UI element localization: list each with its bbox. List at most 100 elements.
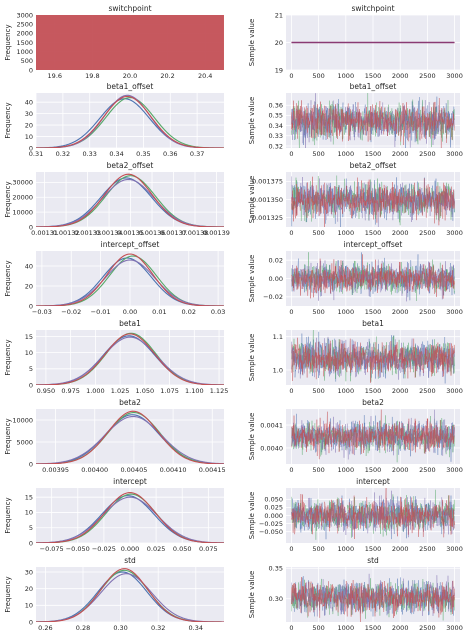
std-hist-xtick-label: 0.28	[76, 624, 90, 632]
switchpoint-hist-xtick-label: 20.2	[160, 72, 174, 80]
switchpoint-hist-ylabel: Frequency	[4, 24, 12, 60]
switchpoint-hist-ytick-label: 2000	[16, 30, 33, 38]
intercept-offset-hist-ylabel: Frequency	[4, 260, 12, 296]
intercept-hist-panel: −0.075 −0.050 −0.025 0.000 0.025 0.050 0.075 0 5…	[4, 477, 224, 553]
intercept-trace-title: intercept	[356, 477, 390, 486]
intercept-trace-xtick-label: 2500	[419, 545, 436, 553]
switchpoint-trace-ytick-label: 19	[275, 66, 283, 74]
beta1-offset-hist-xtick-label: 0.34	[109, 150, 123, 158]
beta2-offset-hist-ytick-label: 30000	[12, 179, 33, 187]
intercept-offset-trace-ytick-label: 0.02	[269, 256, 283, 264]
beta1-offset-trace-xtick-label: 2500	[419, 150, 436, 158]
intercept-trace-ytick-label: 0.025	[264, 504, 283, 512]
intercept-offset-hist-xtick-label: 0.00	[123, 308, 137, 316]
beta2-offset-hist-xtick-label: 0.00134	[96, 229, 123, 237]
switchpoint-trace-ylabel: Sample value	[248, 19, 256, 67]
beta2-offset-hist-curve-0	[36, 173, 224, 227]
beta2-trace-panel: 0 500 1000 1500 2000 2500 3000 0.0040 0.0041 beta…	[248, 398, 463, 474]
beta1-offset-trace-xtick-label: 1500	[365, 150, 382, 158]
beta1-trace-xtick-label: 0	[289, 387, 293, 395]
std-hist-curve-0	[36, 568, 224, 622]
beta2-offset-hist-ytick-label: 0	[29, 223, 33, 231]
beta1-hist-curve-3	[36, 336, 224, 385]
intercept-trace-ytick-label: −0.050	[259, 528, 283, 536]
intercept-trace-ylabel: Sample value	[248, 492, 256, 540]
beta2-offset-trace-xtick-label: 2000	[392, 229, 409, 237]
intercept-hist-xtick-label: −0.075	[40, 545, 64, 553]
beta2-offset-trace-ytick-label: 0.001375	[252, 178, 283, 186]
std-hist-ylabel: Frequency	[4, 576, 12, 612]
beta1-offset-hist-ytick-label: 30	[25, 110, 33, 118]
beta1-trace-xtick-label: 2000	[392, 387, 409, 395]
std-trace-xtick-label: 2500	[419, 624, 436, 632]
beta1-offset-trace-ylabel: Sample value	[248, 97, 256, 145]
beta2-hist-xtick-label: 0.00405	[120, 466, 147, 474]
std-hist-ytick-label: 0	[29, 618, 33, 626]
beta2-offset-trace-chain-0	[291, 176, 455, 227]
beta1-trace-ylabel: Sample value	[248, 334, 256, 382]
beta1-offset-trace-xtick-label: 0	[289, 150, 293, 158]
intercept-offset-trace-xtick-label: 2000	[392, 308, 409, 316]
intercept-hist-xtick-label: −0.025	[92, 545, 116, 553]
std-trace-ylabel: Sample value	[248, 571, 256, 619]
intercept-offset-trace-xtick-label: 2500	[419, 308, 436, 316]
beta2-offset-hist-xtick-label: 0.00132	[53, 229, 80, 237]
beta1-trace-panel: 0 500 1000 1500 2000 2500 3000 1.0 1.1 beta1 Sampl…	[248, 319, 463, 395]
beta1-offset-hist-ytick-label: 40	[25, 98, 33, 106]
beta1-hist-ylabel: Frequency	[4, 339, 12, 375]
std-trace-xtick-label: 1000	[338, 624, 355, 632]
beta1-trace-xtick-label: 3000	[446, 387, 463, 395]
beta1-hist-ytick-label: 5	[29, 365, 33, 373]
beta1-offset-trace-xtick-label: 3000	[446, 150, 463, 158]
intercept-trace-xtick-label: 1500	[365, 545, 382, 553]
intercept-hist-ytick-label: 5	[29, 524, 33, 532]
std-hist-xtick-label: 0.26	[38, 624, 52, 632]
beta1-offset-hist-plot-area	[36, 93, 224, 148]
beta1-offset-trace-panel: 0 500 1000 1500 2000 2500 3000 0.32 0.33 0.34 0.35…	[248, 82, 463, 158]
beta2-trace-xtick-label: 1000	[338, 466, 355, 474]
switchpoint-hist-xtick-label: 19.6	[48, 72, 62, 80]
beta1-offset-hist-ytick-label: 20	[25, 121, 33, 129]
intercept-hist-ytick-label: 15	[25, 493, 33, 501]
intercept-offset-hist-ytick-label: 20	[25, 282, 33, 290]
intercept-trace-xtick-label: 500	[312, 545, 324, 553]
std-hist-ytick-label: 20	[25, 585, 33, 593]
switchpoint-trace-xtick-label: 3000	[446, 72, 463, 80]
beta2-offset-hist-title: beta2_offset	[107, 161, 154, 170]
intercept-hist-xtick-label: 0.000	[121, 545, 140, 553]
beta1-hist-xtick-label: 1.075	[160, 387, 179, 395]
beta2-hist-panel: 0.00395 0.00400 0.00405 0.00410 0.00415 0 5000…	[4, 398, 226, 474]
intercept-hist-ytick-label: 10	[25, 509, 33, 517]
beta1-offset-hist-xtick-label: 0.35	[136, 150, 150, 158]
intercept-offset-trace-ylabel: Sample value	[248, 255, 256, 303]
beta2-offset-hist-xtick-label: 0.00135	[117, 229, 144, 237]
intercept-trace-panel: 0 500 1000 1500 2000 2500 3000 −0.050−0.0250.00…	[248, 477, 463, 553]
switchpoint-hist-xtick-label: 20.0	[123, 72, 137, 80]
std-trace-xtick-label: 500	[312, 624, 324, 632]
intercept-trace-chain-0	[291, 488, 455, 540]
beta1-hist-ytick-label: 15	[25, 333, 33, 341]
beta1-offset-trace-xtick-label: 2000	[392, 150, 409, 158]
switchpoint-trace-xtick-label: 500	[312, 72, 324, 80]
beta1-trace-xtick-label: 500	[312, 387, 324, 395]
switchpoint-trace-xtick-label: 2000	[392, 72, 409, 80]
beta2-trace-xtick-label: 2500	[419, 466, 436, 474]
beta2-trace-xtick-label: 2000	[392, 466, 409, 474]
intercept-offset-hist-panel: −0.03 −0.02 −0.01 0.00 0.01 0.02 0.03 0 20 40 inte…	[4, 240, 225, 316]
intercept-trace-xtick-label: 1000	[338, 545, 355, 553]
beta1-trace-xtick-label: 1500	[365, 387, 382, 395]
beta2-hist-title: beta2	[119, 398, 141, 407]
beta1-offset-hist-panel: 0.31 0.32 0.33 0.34 0.35 0.36 0.37 0 10 20 30 40 bet…	[4, 82, 224, 158]
intercept-hist-xtick-label: −0.050	[66, 545, 90, 553]
switchpoint-hist-ytick-label: 2500	[16, 20, 33, 28]
intercept-offset-hist-ytick-label: 40	[25, 262, 33, 270]
beta2-hist-curve-3	[36, 415, 224, 464]
intercept-trace-xtick-label: 2000	[392, 545, 409, 553]
beta2-hist-ytick-label: 5000	[16, 438, 33, 446]
beta1-trace-ytick-label: 1.0	[273, 366, 283, 374]
beta1-offset-trace-chain-0	[291, 97, 455, 148]
std-trace-ytick-label: 0.35	[269, 565, 283, 573]
beta1-hist-xtick-label: 1.100	[185, 387, 204, 395]
beta2-offset-hist-xtick-label: 0.00138	[182, 229, 209, 237]
